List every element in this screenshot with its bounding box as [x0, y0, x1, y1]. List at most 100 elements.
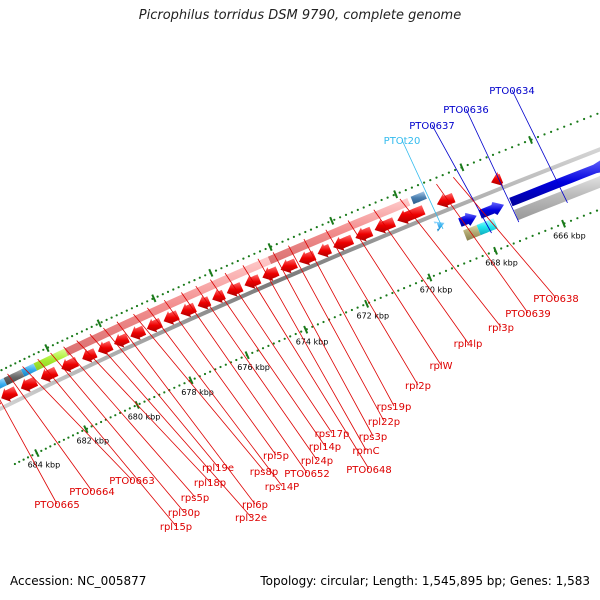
- tick-dot-upper: [109, 416, 112, 419]
- label-rpl3p-leader: [399, 198, 502, 328]
- gene-red-arrow: [436, 193, 456, 208]
- gene-red-arrow: [114, 333, 130, 348]
- tick-label: 672 kbp: [356, 312, 389, 321]
- tick-dot-lower: [304, 230, 307, 234]
- tick-dot-lower: [231, 262, 234, 265]
- tick-dot-upper: [178, 384, 181, 387]
- features-layer: [0, 160, 600, 405]
- ticks-layer: [0, 112, 599, 466]
- tick-dot-upper: [409, 284, 412, 287]
- label-rpl14p-leader: [209, 279, 326, 447]
- label-rpl6p: rpl6p: [242, 500, 268, 511]
- tick-dot-upper: [133, 405, 136, 408]
- label-ptot20-leader: [401, 139, 444, 230]
- label-rpl19e-leader: [103, 327, 219, 468]
- tick-dot-lower: [220, 267, 223, 270]
- label-rps5p-leader: [63, 346, 196, 498]
- tick-dot-lower: [95, 323, 98, 326]
- label-rps19p-leader: [303, 238, 395, 407]
- major-tick: [303, 325, 309, 334]
- label-rpl14p: rpl14p: [309, 442, 341, 453]
- label-rpl15p-leader: [37, 358, 177, 527]
- tick-dot-upper: [420, 279, 423, 282]
- gene-red-arrow: [130, 325, 147, 340]
- tick-dot-lower: [435, 176, 438, 179]
- tick-dot-lower: [315, 226, 318, 229]
- tick-dot-upper: [311, 325, 314, 328]
- label-rpl4lp: rpl4lp: [454, 339, 483, 350]
- tick-dot-lower: [61, 339, 64, 342]
- gene-sky: [20, 363, 37, 377]
- label-pto0663: PTO0663: [109, 476, 154, 487]
- label-pto0639: PTO0639: [505, 309, 550, 320]
- label-rpl18p-leader: [76, 340, 211, 483]
- label-rps8p-leader: [133, 313, 265, 472]
- tick-dot-upper: [444, 269, 448, 272]
- tick-dot-upper: [53, 443, 56, 446]
- tick-dot-lower: [410, 186, 413, 189]
- tick-dot-upper: [240, 356, 243, 359]
- tick-dot-lower: [264, 247, 267, 251]
- tick-dot-upper: [224, 363, 227, 366]
- gene-red-arrow: [180, 302, 197, 318]
- gene-blue-small-b: [458, 212, 477, 227]
- tick-dot-upper: [219, 365, 222, 369]
- tick-dot-lower: [498, 151, 501, 154]
- gene-steel: [410, 191, 427, 205]
- major-tick: [364, 299, 370, 308]
- label-rps5p: rps5p: [181, 493, 209, 504]
- tick-dot-lower: [156, 295, 159, 298]
- tick-dot-lower: [18, 360, 21, 363]
- tick-dot-lower: [510, 146, 514, 149]
- tick-dot-lower: [485, 156, 488, 159]
- tick-dot-upper: [26, 456, 30, 459]
- tick-dot-upper: [114, 414, 117, 417]
- tick-dot-upper: [90, 425, 93, 428]
- tick-dot-lower: [392, 194, 395, 197]
- tick-dot-upper: [261, 347, 265, 350]
- tick-dot-upper: [58, 440, 61, 444]
- tick-dot-upper: [531, 234, 534, 237]
- major-tick-lower: [267, 242, 273, 252]
- tick-dot-lower: [556, 128, 559, 131]
- label-pto0665-leader: [0, 399, 58, 505]
- gene-red-arrow: [262, 266, 280, 281]
- tick-dot-upper: [128, 407, 131, 410]
- tick-dot-upper: [256, 349, 259, 352]
- tick-dot-upper: [506, 244, 509, 248]
- major-tick: [188, 376, 194, 385]
- gene-red-arrow: [1, 386, 19, 402]
- tick-dot-lower: [550, 130, 553, 133]
- tick-dot-upper: [31, 454, 34, 457]
- tick-dot-upper: [350, 308, 353, 312]
- gene-red-arrow: [146, 318, 163, 333]
- tick-dot-lower: [5, 366, 8, 369]
- tick-dot-upper: [403, 287, 406, 290]
- label-pto0634-leader: [511, 89, 568, 203]
- gene-pto0636-forward: [509, 160, 600, 207]
- tick-dot-upper: [518, 239, 522, 243]
- trna-ptot20: [433, 221, 445, 232]
- tick-dot-lower: [258, 250, 262, 253]
- label-rpl22p: rpl22p: [368, 417, 400, 428]
- tick-dot-lower: [523, 141, 527, 144]
- tick-dot-lower: [350, 211, 353, 214]
- tick-dot-lower: [536, 135, 540, 139]
- tick-dot-lower: [198, 276, 201, 279]
- tick-dot-upper: [76, 432, 79, 435]
- label-rpl2p-leader: [325, 229, 419, 386]
- tick-dot-lower: [14, 362, 17, 365]
- label-pto0664: PTO0664: [69, 487, 114, 498]
- genome-summary-text: Topology: circular; Length: 1,545,895 bp…: [260, 574, 590, 588]
- tick-dot-upper: [143, 400, 146, 403]
- tick-dot-upper: [40, 449, 43, 452]
- tick-dot-lower: [85, 328, 88, 331]
- tick-dot-lower: [182, 283, 185, 286]
- tick-dot-lower: [327, 221, 330, 224]
- tick-label: 684 kbp: [28, 460, 61, 469]
- tick-dot-upper: [373, 299, 376, 302]
- gene-red-arrow: [40, 366, 59, 383]
- tick-dot-upper: [391, 291, 394, 295]
- label-rps8p: rps8p: [250, 467, 278, 478]
- tick-dot-lower: [309, 228, 313, 231]
